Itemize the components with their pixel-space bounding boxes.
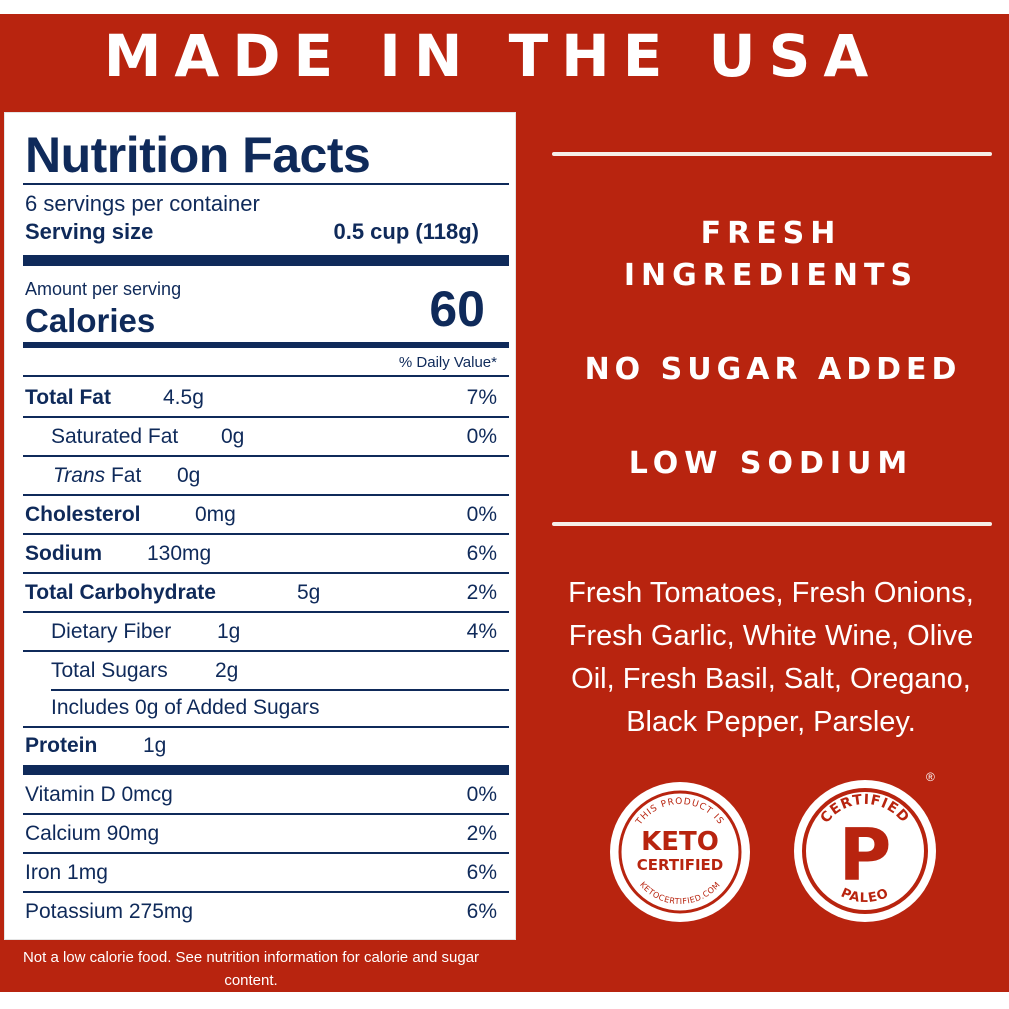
vitamin-label: Potassium 275mg [25,900,194,923]
headline: MADE IN THE USA [103,22,882,90]
trans-italic: Trans [53,464,106,487]
vitamin-row-potassium: Potassium 275mg 6% [25,893,497,932]
nutrient-row-cholesterol: Cholesterol 0mg 0% [23,496,509,535]
vitamin-label: Vitamin D 0mcg [25,783,173,806]
rule [23,183,509,185]
vitamin-row-vitamin-d: Vitamin D 0mcg 0% [23,776,509,815]
nutrient-amount: 1g [217,620,241,643]
nutrient-amount: 5g [297,581,321,604]
nutrient-amount: 0mg [195,503,236,526]
nutrient-row-saturated-fat: Saturated Fat 0g 0% [23,418,509,457]
nutrient-dv: 6% [466,542,497,565]
nutrient-dv: 2% [466,581,497,604]
thick-rule [23,255,509,266]
nutrient-amount: 2g [215,659,239,682]
registered-mark: ® [926,770,935,784]
nutrient-row-total-sugars: Total Sugars 2g [25,652,509,691]
calories-value: 60 [429,281,485,337]
nutrient-row-total-carbohydrate: Total Carbohydrate 5g 2% [23,574,509,613]
servings-per-container: 6 servings per container [25,191,260,216]
keto-line1: KETO [641,827,719,857]
nutrient-amount: 0g [221,425,245,448]
nutrient-label: Protein [25,734,98,757]
paleo-letter: P [839,813,892,897]
nutrient-label: Total Sugars [51,659,168,682]
paleo-bottom-arc-text: PALEO [839,886,892,906]
nutrient-row-sodium: Sodium 130mg 6% [23,535,509,574]
claim-low-sodium: LOW SODIUM [628,446,914,481]
brush-divider-top [552,152,992,156]
vitamin-dv: 0% [466,783,497,806]
nutrient-label: Includes 0g of Added Sugars [51,696,320,719]
nutrient-label: Total Fat [25,386,111,409]
nutrient-dv: 0% [466,503,497,526]
nutrient-label: Dietary Fiber [51,620,172,643]
paleo-bottom-text: PALEO [839,886,891,906]
vitamin-dv: 6% [466,900,497,923]
nutrition-facts-label: Nutrition Facts 6 servings per container… [4,112,516,940]
calories-label: Calories [25,302,156,339]
nutrient-label: Sodium [25,542,102,565]
vitamin-dv: 2% [466,822,497,845]
nutrition-title: Nutrition Facts [25,127,371,183]
nutrient-row-dietary-fiber: Dietary Fiber 1g 4% [23,613,509,652]
keto-certified-badge: THIS PRODUCT IS KETO CERTIFIED KETOCERTI… [610,782,750,922]
serving-size-value: 0.5 cup (118g) [333,219,479,244]
keto-line2: CERTIFIED [637,856,723,874]
nutrient-label: Trans Fat [53,464,141,488]
vitamin-dv: 6% [466,861,497,884]
nutrient-row-protein: Protein 1g [25,727,497,765]
nutrient-row-added-sugars: Includes 0g of Added Sugars [23,689,509,728]
nutrient-dv: 0% [466,425,497,448]
vitamin-row-calcium: Calcium 90mg 2% [23,815,509,854]
nutrient-dv: 7% [466,386,497,409]
claim-fresh-line2: INGREDIENTS [623,258,919,293]
ingredients-list: Fresh Tomatoes, Fresh Onions, Fresh Garl… [568,577,974,738]
nutrient-row-total-fat: Total Fat 4.5g 7% [23,379,509,418]
thick-rule [23,765,509,775]
amount-per-serving: Amount per serving [25,279,182,299]
serving-size-label: Serving size [25,219,154,244]
trans-fat-rest: Fat [105,464,142,487]
certified-paleo-badge: CERTIFIED P PALEO [794,780,936,922]
nutrient-amount: 130mg [147,542,212,565]
brush-divider-bottom [552,522,992,526]
vitamin-label: Iron 1mg [25,861,108,884]
daily-value-header: % Daily Value* [398,354,497,371]
rule [23,375,509,377]
nutrient-amount: 1g [143,734,167,757]
medium-rule [23,342,509,348]
nutrient-row-trans-fat: Trans Fat 0g [23,457,509,496]
vitamin-row-iron: Iron 1mg 6% [23,854,509,893]
vitamin-label: Calcium 90mg [25,822,160,845]
footnote: Not a low calorie food. See nutrition in… [22,949,480,989]
nutrient-label: Total Carbohydrate [25,581,216,604]
nutrient-label: Saturated Fat [51,425,179,448]
claim-fresh-line1: FRESH [700,216,842,251]
nutrient-dv: 4% [466,620,497,643]
nutrient-amount: 4.5g [163,386,204,409]
claim-no-sugar-added: NO SUGAR ADDED [584,352,962,387]
nutrient-amount: 0g [177,464,201,487]
nutrient-label: Cholesterol [25,503,141,526]
